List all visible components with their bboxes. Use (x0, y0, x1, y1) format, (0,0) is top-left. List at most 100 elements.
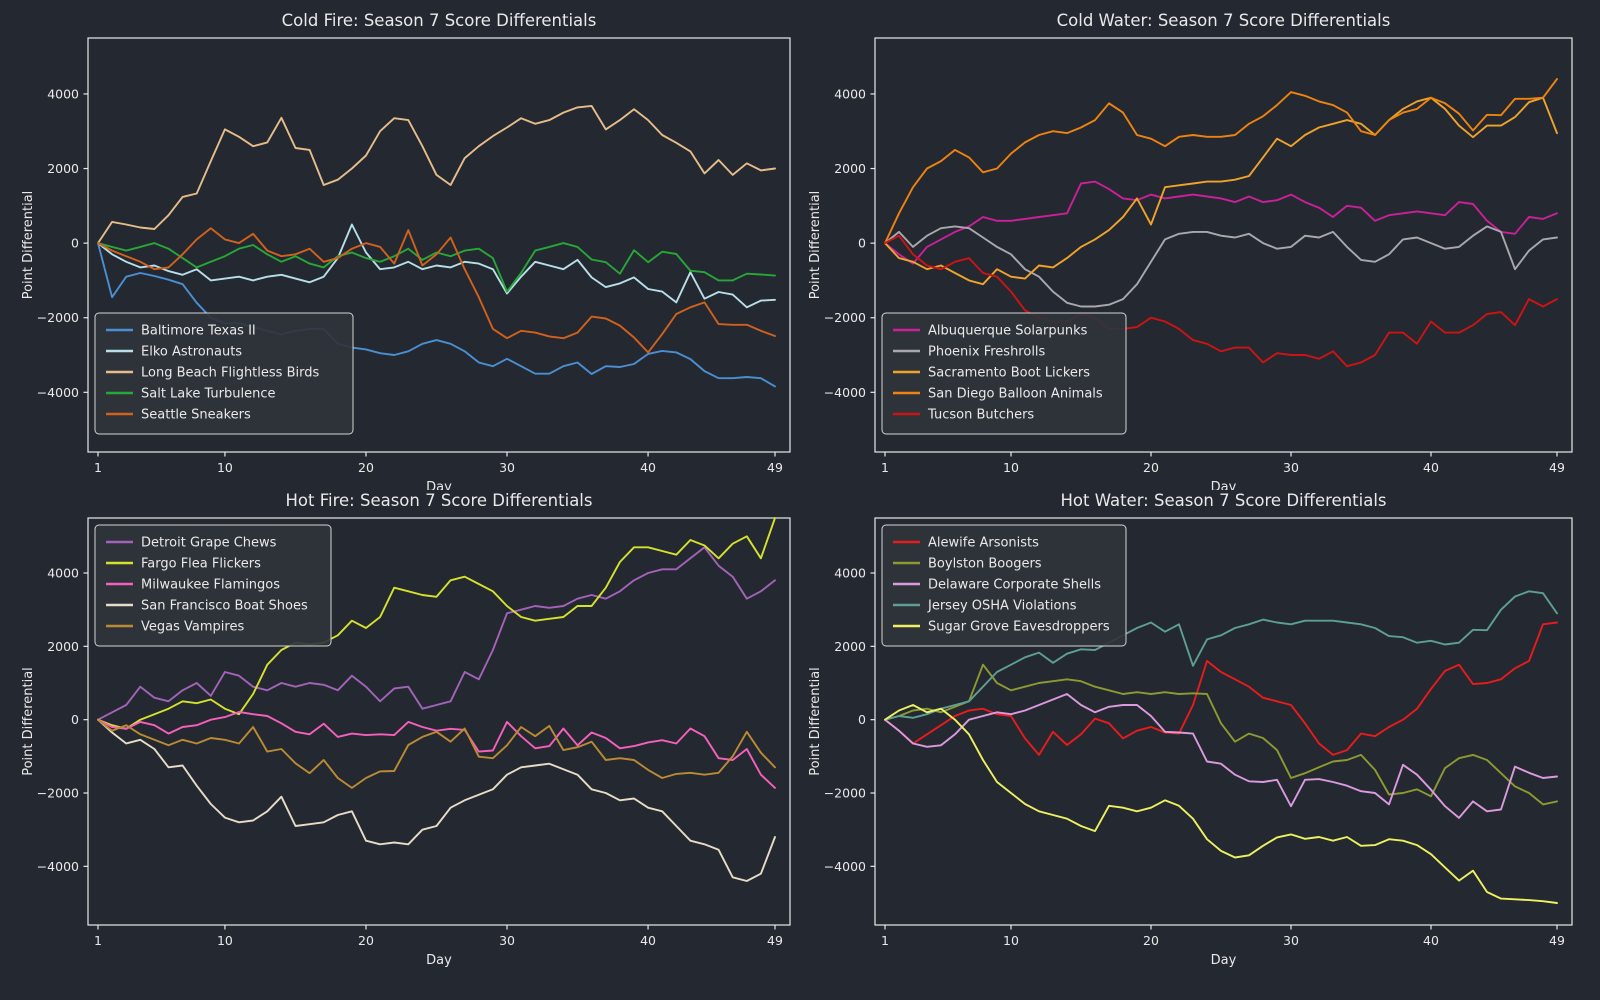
legend-item: San Diego Balloon Animals (893, 387, 1103, 402)
legend-label: Tucson Butchers (927, 408, 1034, 423)
x-axis-label: Day (426, 480, 452, 490)
x-axis-label: Day (1211, 480, 1237, 490)
legend-label: Sacramento Boot Lickers (928, 366, 1090, 381)
series-line-sacramento-boot-lickers (884, 96, 1558, 286)
axes-spines (874, 517, 1573, 926)
x-tick-label: 1 (881, 460, 889, 475)
series-line-salt-lake-turbulence (97, 242, 776, 293)
x-tick-label: 49 (1549, 933, 1565, 948)
series-line-albuquerque-solarpunks (884, 180, 1558, 265)
legend-item: Phoenix Freshrolls (893, 345, 1046, 360)
legend-label: Jersey OSHA Violations (927, 599, 1077, 614)
legend: Albuquerque Solarpunks Phoenix Freshrolls… (881, 312, 1127, 435)
series-line-delaware-corporate-shells (884, 693, 1558, 819)
axes-spines (874, 37, 1573, 453)
series-line-fargo-flea-flickers (97, 517, 776, 730)
y-axis-label: Point Differential (21, 191, 36, 300)
x-tick-label: 10 (217, 933, 233, 948)
y-tick-label: 2000 (47, 161, 79, 176)
x-tick-label: 40 (1423, 933, 1439, 948)
legend-label: Long Beach Flightless Birds (141, 366, 319, 381)
y-tick-label: −4000 (37, 385, 79, 400)
x-tick-label: 10 (1003, 933, 1019, 948)
y-tick-label: 4000 (47, 566, 79, 581)
series-line-jersey-osha-violations (884, 590, 1558, 721)
y-tick-label: −4000 (37, 859, 79, 874)
axes-spines (87, 37, 791, 453)
legend-item: Boylston Boogers (893, 557, 1042, 572)
legend-box (94, 312, 354, 435)
chart-title: Cold Fire: Season 7 Score Differentials (282, 11, 597, 30)
chart-svg: Hot Fire: Season 7 Score Differentials 1 1… (21, 491, 791, 968)
x-tick-label: 30 (499, 460, 515, 475)
legend-label: Elko Astronauts (141, 345, 242, 360)
chart-title: Cold Water: Season 7 Score Differentials (1057, 11, 1391, 30)
chart-title: Hot Fire: Season 7 Score Differentials (286, 491, 593, 510)
legend-item: Tucson Butchers (893, 408, 1034, 423)
y-tick-label: −2000 (37, 786, 79, 801)
legend-item: Sacramento Boot Lickers (893, 366, 1090, 381)
series-line-san-francisco-boat-shoes (97, 718, 776, 882)
legend-item: Long Beach Flightless Birds (106, 366, 319, 381)
chart-svg: Hot Water: Season 7 Score Differentials 1… (808, 491, 1573, 968)
x-tick-label: 10 (1003, 460, 1019, 475)
chart-title: Hot Water: Season 7 Score Differentials (1060, 491, 1386, 510)
legend-label: Milwaukee Flamingos (141, 578, 280, 593)
y-tick-label: 0 (71, 236, 79, 251)
series-line-milwaukee-flamingos (97, 711, 776, 789)
legend-box (94, 524, 332, 647)
x-tick-label: 1 (881, 933, 889, 948)
legend-label: San Francisco Boat Shoes (141, 599, 308, 614)
legend-label: Albuquerque Solarpunks (928, 324, 1088, 339)
axes-spines (87, 517, 791, 926)
legend-item: Albuquerque Solarpunks (893, 324, 1088, 339)
series-line-long-beach-flightless-birds (97, 104, 776, 245)
legend-box (881, 312, 1127, 435)
y-axis-label: Point Differential (808, 667, 823, 776)
legend: Detroit Grape Chews Fargo Flea Flickers Mi… (94, 524, 332, 647)
y-tick-label: 4000 (834, 86, 866, 101)
legend-label: Baltimore Texas II (141, 324, 256, 339)
legend-item: Seattle Sneakers (106, 408, 251, 423)
x-tick-label: 20 (1143, 933, 1159, 948)
x-axis-label: Day (1211, 953, 1237, 968)
y-tick-label: 0 (858, 712, 866, 727)
y-tick-label: −4000 (824, 859, 866, 874)
chart-svg: Cold Fire: Season 7 Score Differentials 1… (21, 11, 791, 490)
legend-item: Detroit Grape Chews (106, 536, 277, 551)
x-tick-label: 10 (217, 460, 233, 475)
y-tick-label: 0 (71, 712, 79, 727)
x-tick-label: 30 (1283, 460, 1299, 475)
series-line-elko-astronauts (97, 223, 776, 309)
x-tick-label: 20 (358, 933, 374, 948)
x-tick-label: 40 (1423, 460, 1439, 475)
x-tick-label: 40 (640, 933, 656, 948)
series-line-vegas-vampires (97, 718, 776, 789)
x-tick-label: 20 (358, 460, 374, 475)
legend-item: Elko Astronauts (106, 345, 242, 360)
series-line-alewife-arsonists (884, 621, 1558, 756)
x-tick-label: 49 (767, 460, 783, 475)
legend-item: Jersey OSHA Violations (893, 599, 1077, 614)
y-axis-label: Point Differential (21, 667, 36, 776)
legend-label: Vegas Vampires (141, 620, 244, 635)
subplot-cold-water: Cold Water: Season 7 Score Differentials… (800, 0, 1600, 490)
x-tick-label: 20 (1143, 460, 1159, 475)
y-tick-label: 0 (858, 236, 866, 251)
legend-item: Sugar Grove Eavesdroppers (893, 620, 1110, 635)
x-tick-label: 1 (94, 933, 102, 948)
series-line-boylston-boogers (884, 663, 1558, 806)
legend-label: Sugar Grove Eavesdroppers (928, 620, 1110, 635)
x-tick-label: 1 (94, 460, 102, 475)
series-line-detroit-grape-chews (97, 546, 776, 721)
legend-box (881, 524, 1127, 647)
y-tick-label: −2000 (824, 786, 866, 801)
series-line-phoenix-freshrolls (884, 225, 1558, 308)
legend-label: San Diego Balloon Animals (928, 387, 1103, 402)
legend-label: Fargo Flea Flickers (141, 557, 261, 572)
subplot-hot-water: Hot Water: Season 7 Score Differentials 1… (800, 490, 1600, 1000)
y-tick-label: −2000 (37, 310, 79, 325)
series-line-seattle-sneakers (97, 227, 776, 354)
legend-label: Alewife Arsonists (928, 536, 1039, 551)
